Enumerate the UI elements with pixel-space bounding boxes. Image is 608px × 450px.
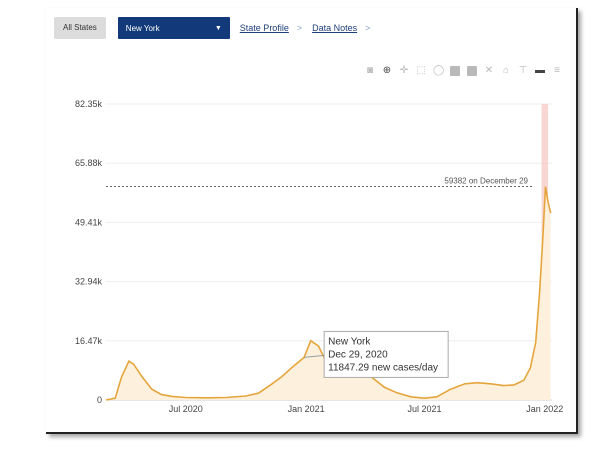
x-tick-label: Jan 2022 [526, 404, 563, 414]
y-tick-label: 16.47k [75, 336, 103, 346]
chevron-down-icon: ▼ [214, 24, 222, 32]
max-annotation: 59382 on December 29 [444, 177, 528, 186]
chevron-right-icon: > [296, 23, 303, 33]
y-tick-label: 65.88k [75, 158, 103, 168]
pan-icon[interactable]: ✛ [399, 65, 409, 76]
x-tick-label: Jul 2021 [407, 404, 441, 414]
state-select-value: New York [125, 23, 160, 33]
x-axis-ticks: Jul 2020 Jan 2021 Jul 2021 Jan 2022 [169, 404, 564, 414]
spike-icon[interactable]: ⊤ [518, 65, 528, 76]
zoom-in-icon[interactable] [450, 66, 460, 76]
zoom-out-icon[interactable] [467, 66, 477, 76]
y-tick-label: 49.41k [75, 217, 103, 227]
tooltip-box [323, 330, 449, 378]
y-tick-label: 0 [97, 395, 102, 405]
state-profile-link[interactable]: State Profile [239, 23, 289, 33]
tooltip-date: Dec 29, 2020 [328, 349, 388, 360]
tooltip-pointer [304, 354, 325, 358]
state-select[interactable]: New York ▼ [117, 17, 230, 39]
lasso-icon[interactable]: ◯ [433, 65, 445, 76]
compare-icon[interactable]: ▬ [535, 65, 545, 76]
chevron-right-icon: > [365, 23, 371, 33]
chart-modebar: ◙ ⊕ ✛ ⬚ ◯ ✕ ⌂ ⊤ ▬ ≡ [365, 66, 562, 76]
hover-closest-icon[interactable]: ≡ [554, 65, 560, 76]
y-tick-label: 82.35k [75, 99, 103, 109]
all-states-button[interactable]: All States [54, 17, 106, 39]
y-axis-ticks: 0 16.47k 32.94k 49.41k 65.88k 82.35k [75, 99, 103, 405]
data-notes-link[interactable]: Data Notes [312, 23, 358, 33]
y-tick-label: 32.94k [75, 277, 103, 287]
reset-icon[interactable]: ⌂ [502, 65, 510, 76]
camera-icon[interactable]: ◙ [366, 65, 374, 76]
tooltip-state: New York [328, 336, 371, 347]
time-series-chart: 0 16.47k 32.94k 49.41k 65.88k 82.35k Jul 2020… [75, 99, 564, 414]
autoscale-icon[interactable]: ✕ [484, 65, 494, 76]
zoom-icon[interactable]: ⊕ [382, 65, 392, 76]
tooltip-value: 11847.29 new cases/day [328, 362, 438, 373]
chart-toolbar: All States New York ▼ State Profile > Da… [54, 16, 370, 40]
box-select-icon[interactable]: ⬚ [416, 65, 426, 76]
x-tick-label: Jul 2020 [169, 404, 203, 414]
x-tick-label: Jan 2021 [288, 404, 325, 414]
chart-panel: All States New York ▼ State Profile > Da… [46, 8, 578, 434]
hover-tooltip: New York Dec 29, 2020 11847.29 new cases… [304, 330, 449, 378]
